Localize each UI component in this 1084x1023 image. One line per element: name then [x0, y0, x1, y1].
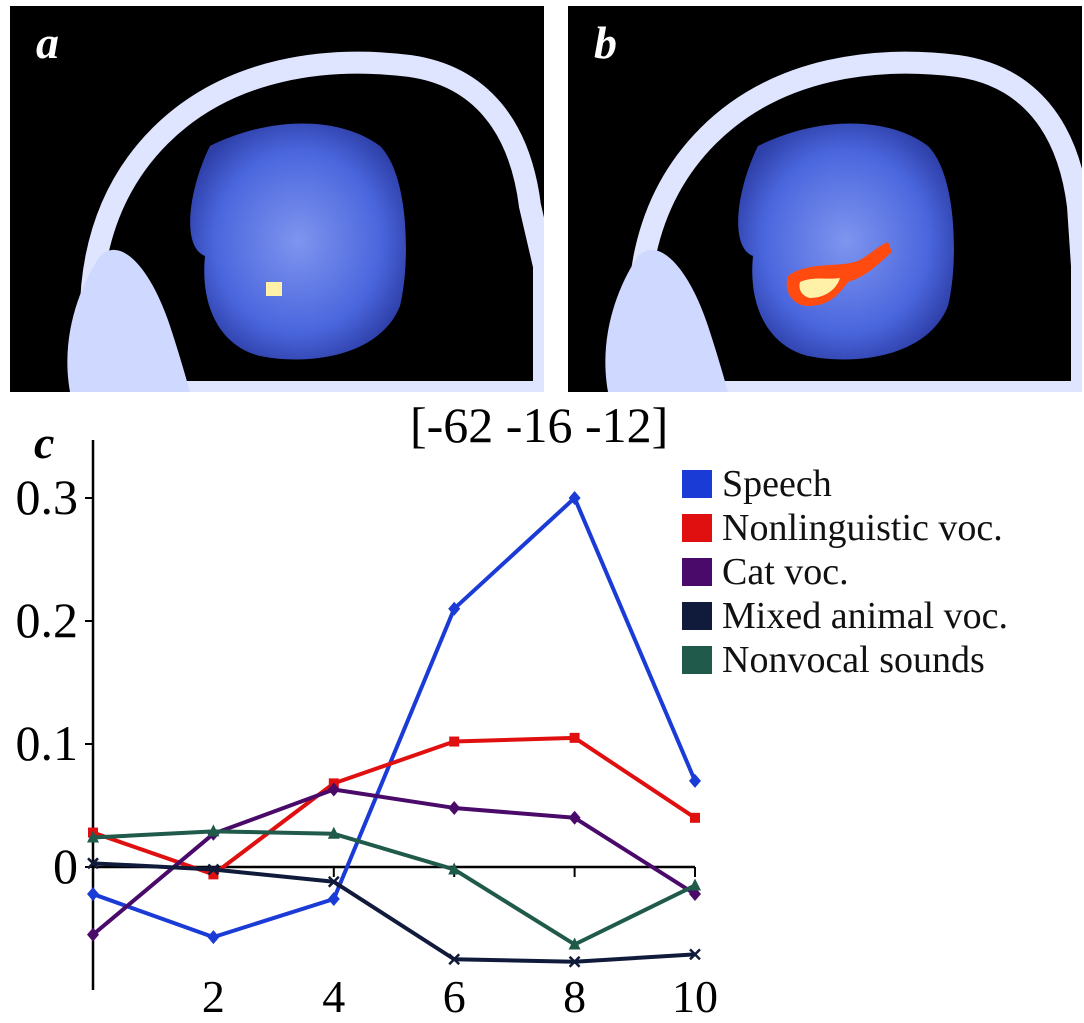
data-point — [568, 937, 581, 950]
x-tick-label: 10 — [672, 971, 718, 1022]
data-point — [569, 732, 580, 743]
data-point — [568, 810, 581, 825]
data-point — [689, 948, 701, 961]
panel-label-c: c — [34, 417, 55, 468]
legend-swatch-nonlinguistic — [682, 514, 712, 542]
data-point — [207, 824, 220, 837]
x-tick-label: 4 — [322, 971, 345, 1022]
y-tick-label: 0.2 — [16, 592, 79, 648]
legend-item-cat: Cat voc. — [682, 550, 1008, 594]
legend-label-cat: Cat voc. — [722, 551, 849, 593]
data-point — [207, 930, 220, 945]
data-point — [568, 491, 581, 505]
data-point — [690, 812, 700, 823]
data-point — [568, 955, 581, 968]
brain-scan-panel-b: b — [568, 6, 1082, 392]
data-point — [327, 875, 340, 888]
data-point — [448, 953, 461, 966]
data-point — [87, 887, 99, 902]
x-tick-label: 2 — [202, 971, 225, 1022]
series-line-0 — [92, 496, 697, 940]
data-point — [449, 736, 460, 747]
data-point — [327, 782, 340, 797]
brain-scan-image-a — [67, 51, 544, 392]
data-point — [327, 891, 340, 906]
legend-swatch-nonvocal — [682, 646, 712, 674]
y-tick-label: 0.3 — [16, 469, 79, 525]
panel-label-a: a — [36, 17, 59, 68]
legend-label-nonlinguistic: Nonlinguistic voc. — [722, 507, 1003, 549]
data-point — [208, 869, 219, 880]
series-line-2 — [91, 787, 697, 937]
data-point — [448, 862, 461, 875]
brain-scan-panel-a: a — [10, 6, 544, 392]
series-line-3 — [92, 861, 696, 964]
legend-item-speech: Speech — [682, 462, 1008, 506]
data-point — [448, 800, 461, 815]
x-tick-label: 6 — [443, 971, 466, 1022]
legend-swatch-speech — [682, 470, 712, 498]
legend-swatch-cat — [682, 558, 712, 586]
activation-spot-a — [266, 282, 282, 296]
activation-core-b — [799, 278, 840, 298]
brain-scan-image-b — [605, 51, 1082, 392]
y-tick-label: 0.1 — [16, 715, 79, 771]
legend-swatch-mixed-animal — [682, 602, 712, 630]
x-tick-label: 8 — [563, 971, 586, 1022]
data-point — [87, 830, 99, 843]
data-point — [327, 826, 340, 839]
legend-label-speech: Speech — [722, 463, 832, 505]
panel-label-b: b — [594, 17, 617, 68]
chart-legend: Speech Nonlinguistic voc. Cat voc. Mixed… — [682, 462, 1008, 682]
data-point — [207, 863, 220, 876]
series-line-4 — [92, 829, 696, 947]
data-point — [689, 887, 701, 902]
legend-item-nonlinguistic: Nonlinguistic voc. — [682, 506, 1008, 550]
legend-label-nonvocal: Nonvocal sounds — [722, 639, 985, 681]
legend-label-mixed-animal: Mixed animal voc. — [722, 595, 1008, 637]
chart-title: [-62 -16 -12] — [410, 397, 669, 453]
data-point — [689, 878, 701, 891]
y-tick-label: 0 — [53, 838, 78, 894]
legend-item-mixed-animal: Mixed animal voc. — [682, 594, 1008, 638]
data-point — [87, 927, 99, 942]
legend-item-nonvocal: Nonvocal sounds — [682, 638, 1008, 682]
data-point — [448, 601, 461, 616]
data-point — [689, 773, 701, 788]
data-point — [87, 857, 99, 870]
